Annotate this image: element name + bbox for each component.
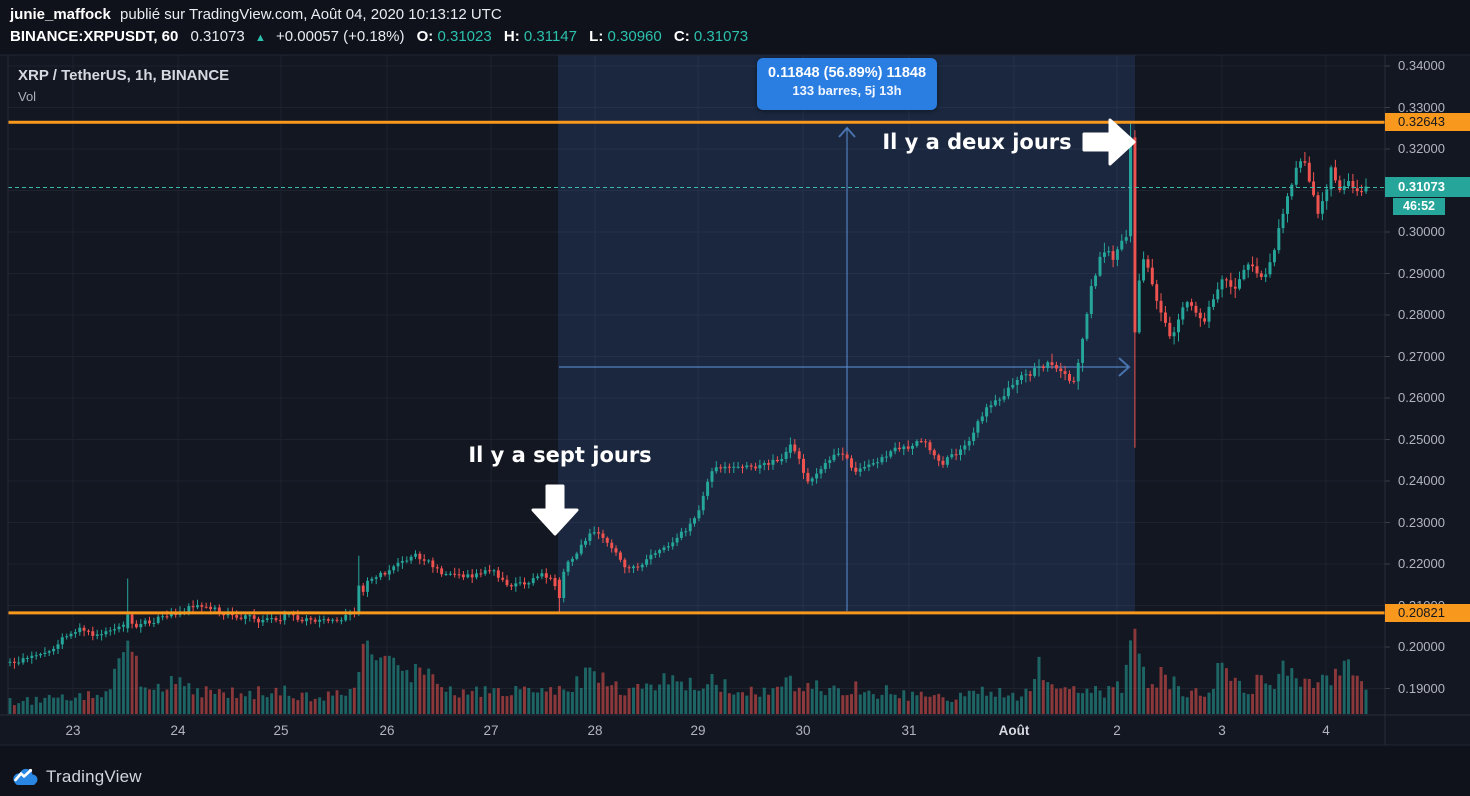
price-tick: 0.30000 [1398,224,1445,239]
header-last-price: 0.31073 [190,28,245,45]
price-axis[interactable]: 0.34000 0.33000 0.32000 0.30000 0.29000 0.280… [1385,55,1470,745]
last-price-label: 0.31073 [1385,177,1470,198]
tradingview-cloud-icon [13,768,38,785]
time-tick: 2 [1113,723,1121,738]
price-tick: 0.34000 [1398,58,1445,73]
close-value: 0.31073 [693,28,749,45]
symbol-header: BINANCE:XRPUSDT, 60 0.31073 ▲ +0.00057 (… [10,28,756,45]
open-value: 0.31023 [437,28,492,45]
price-tick: 0.22000 [1398,556,1445,571]
price-tick: 0.27000 [1398,348,1445,364]
time-tick: 27 [483,723,499,738]
time-tick: 31 [901,723,917,738]
price-tick: 0.19000 [1398,680,1445,696]
time-tick: 25 [273,723,289,738]
price-tick: 0.29000 [1398,265,1445,281]
chart-pane [0,55,1470,745]
tradingview-brand-text: TradingView [46,767,142,786]
price-change: +0.00057 (+0.18%) [276,28,405,45]
measure-bars-duration: 133 barres, 5j 13h [792,83,902,98]
high-label: H: [503,28,520,45]
measure-price-range: 0.11848 (56.89%) 11848 [767,65,927,81]
time-tick: 24 [170,723,186,738]
publish-header: junie_maffock publié sur TradingView.com… [10,6,502,23]
high-value: 0.31147 [523,28,577,45]
publish-info: publié sur TradingView.com, Août 04, 202… [120,6,502,23]
price-tick: 0.25000 [1398,431,1445,447]
time-tick: Août [998,723,1030,738]
symbol-interval: BINANCE:XRPUSDT, 60 [10,28,179,45]
support-price-label[interactable]: 0.20821 [1385,603,1470,622]
right-arrow-icon[interactable] [1082,118,1136,166]
price-tick: 0.32000 [1398,141,1445,156]
volume-bars-up [8,640,1368,714]
time-tick: 4 [1322,723,1330,738]
down-arrow-icon[interactable] [531,484,579,536]
price-tick: 0.26000 [1398,390,1445,405]
time-tick: 23 [65,723,81,738]
time-tick: 30 [795,723,811,738]
price-tick: 0.23000 [1398,514,1445,530]
measure-up-arrow-icon [838,126,856,138]
price-tick: 0.28000 [1398,307,1445,322]
price-tick: 0.20000 [1398,639,1445,654]
price-tick: 0.33000 [1398,99,1445,115]
tradingview-logo[interactable]: TradingView [10,762,210,792]
chart-legend-title[interactable]: XRP / TetherUS, 1h, BINANCE [18,67,230,84]
volume-indicator-label[interactable]: Vol [18,89,37,104]
annotation-seven-days[interactable]: Il y a sept jours [468,443,652,467]
time-tick: 26 [379,723,395,738]
time-tick: 28 [587,723,603,738]
price-tick: 0.24000 [1398,473,1445,488]
close-label: C: [673,28,690,45]
time-tick: 3 [1218,723,1226,738]
open-label: O: [416,28,434,45]
author-name: junie_maffock [10,6,111,23]
up-triangle-icon: ▲ [254,32,266,44]
bar-countdown: 46:52 [1393,197,1445,215]
time-tick: 29 [690,723,706,738]
time-axis[interactable]: 23 24 25 26 27 28 29 30 31 Août 2 3 4 [0,715,1385,745]
measure-tooltip[interactable]: 0.11848 (56.89%) 11848 133 barres, 5j 13… [757,58,937,110]
measure-right-arrow-icon [1118,357,1131,377]
annotation-two-days[interactable]: Il y a deux jours [882,130,1072,154]
low-value: 0.30960 [607,28,662,45]
resistance-price-label[interactable]: 0.32643 [1385,113,1470,132]
low-label: L: [589,28,604,45]
